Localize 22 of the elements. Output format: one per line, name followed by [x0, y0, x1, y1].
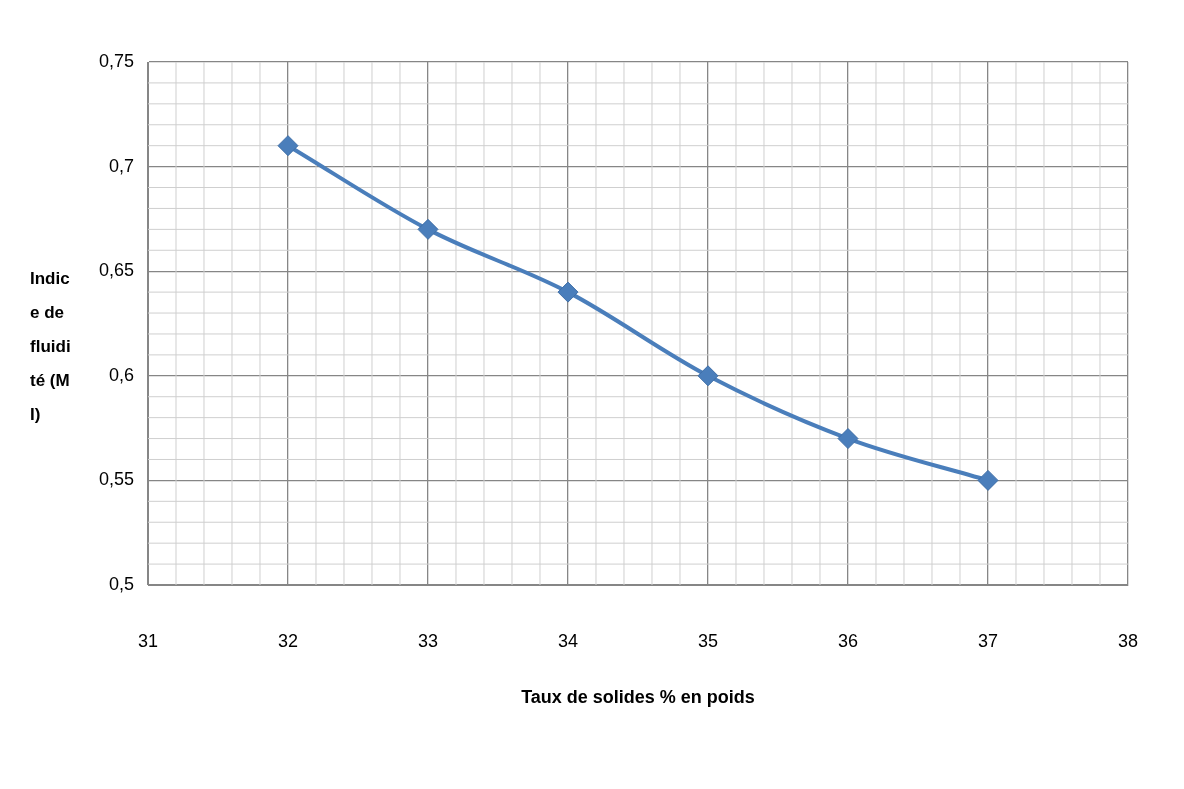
point	[977, 469, 999, 491]
y-tick-label: 0,5	[108, 573, 134, 594]
x-tick-label: 36	[837, 630, 859, 651]
y-tick-label: 0,65	[98, 260, 134, 281]
x-axis-title: Taux de solides % en poids	[521, 687, 755, 708]
point	[557, 281, 579, 303]
point	[697, 365, 719, 387]
y-tick-label: 0,55	[98, 469, 134, 490]
point	[277, 135, 299, 157]
point	[837, 428, 859, 450]
y-tick-label: 0,7	[108, 155, 134, 176]
x-tick-label: 34	[557, 630, 579, 651]
x-tick-label: 33	[417, 630, 439, 651]
point	[417, 218, 439, 240]
x-tick-label: 32	[277, 630, 299, 651]
x-tick-label: 31	[137, 630, 159, 651]
y-tick-label: 0,6	[108, 364, 134, 385]
x-tick-label: 35	[697, 630, 719, 651]
x-tick-label: 37	[977, 630, 999, 651]
x-tick-label: 38	[1117, 630, 1138, 651]
y-tick-label: 0,75	[98, 50, 134, 71]
y-axis-title: Indice de fluidité (MI)	[30, 268, 72, 426]
